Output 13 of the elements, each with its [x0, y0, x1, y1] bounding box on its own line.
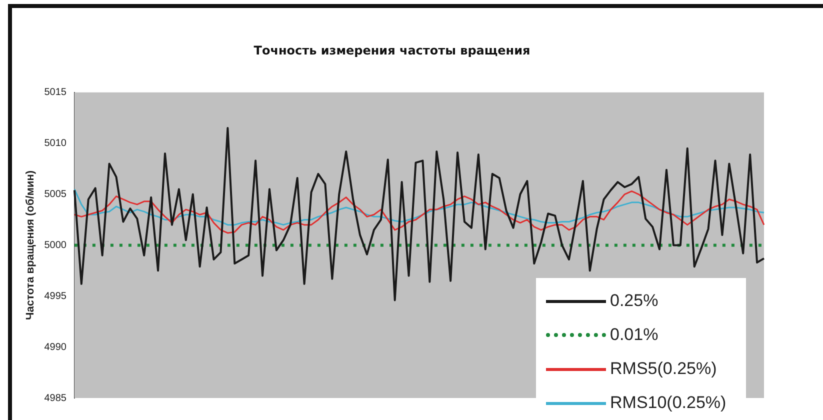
y-axis-title: Частота вращения (об/мин) [24, 170, 37, 320]
y-tick-label: 5000 [44, 240, 67, 251]
y-tick-label: 4990 [44, 342, 67, 353]
y-tick-label: 5005 [44, 189, 67, 200]
y-tick-label: 4995 [44, 290, 67, 302]
y-tick-label: 4985 [44, 392, 67, 404]
chart-title: Точность измерения частоты вращения [254, 43, 530, 58]
legend-label: RMS5(0.25%) [610, 359, 717, 379]
y-tick-label: 5010 [44, 138, 67, 150]
legend-label: 0.01% [610, 325, 658, 345]
legend-label: 0.25% [610, 291, 658, 311]
y-tick-label: 5015 [44, 87, 67, 98]
legend-label: RMS10(0.25%) [610, 393, 726, 413]
